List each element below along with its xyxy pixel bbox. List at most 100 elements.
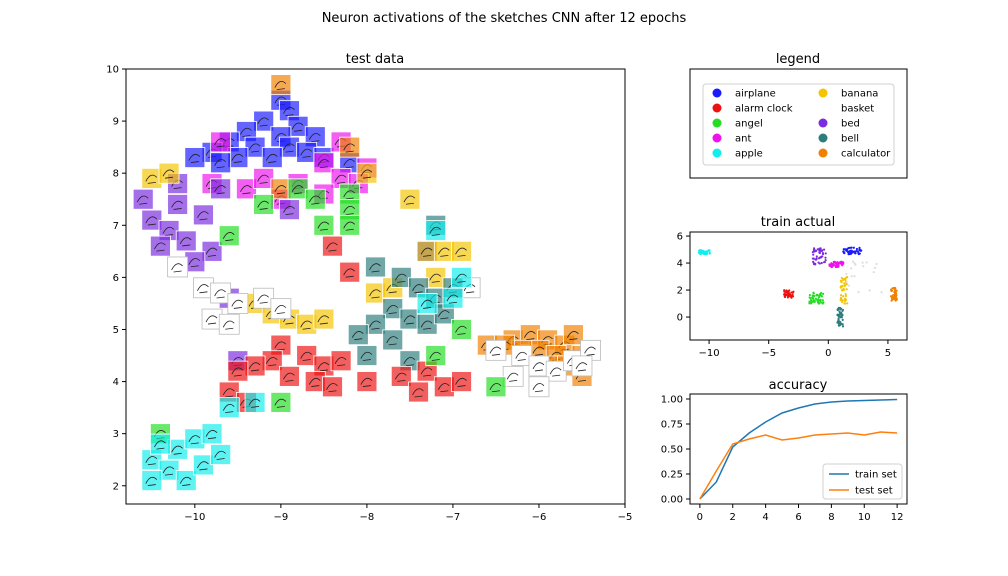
thumbnail-sketch — [343, 159, 355, 169]
accuracy-panel: accuracy 0 2 4 6 8 10 12 0.00 0.25 0.50 0.75 1.00 t… — [661, 378, 908, 523]
train-point-banana — [844, 298, 847, 301]
thumbnail-alarm-clock — [433, 376, 455, 398]
thumbnail-apple — [451, 266, 472, 288]
train-point-ant — [834, 262, 837, 265]
thumbnail-box — [141, 470, 163, 491]
thumbnail-box — [253, 168, 275, 189]
thumbnail-sketch — [308, 377, 321, 387]
thumbnail-bell — [399, 350, 421, 372]
legend-label-bed: bed — [841, 119, 860, 130]
thumbnail-angel — [218, 225, 240, 247]
thumbnail-sketch — [274, 341, 287, 351]
thumbnail-sketch — [343, 143, 355, 153]
thumbnail-sketch — [145, 216, 158, 226]
thumbnail-sketch — [437, 310, 450, 320]
thumbnail-sketch — [274, 304, 287, 315]
thumbnail-airplane — [279, 136, 300, 158]
thumbnail-sketch — [369, 320, 381, 330]
train-point-bell — [836, 320, 840, 323]
thumbnail-box — [382, 329, 404, 351]
thumbnail-apple — [158, 459, 180, 481]
train-point-bell — [837, 317, 840, 320]
train-point-bed — [820, 249, 823, 253]
train-actual-ytick-label: 0 — [677, 313, 683, 324]
thumbnail-sketch — [248, 362, 261, 372]
thumbnail-box — [227, 293, 249, 314]
thumbnail-alarm-clock — [322, 376, 343, 398]
train-point-airplane — [852, 246, 855, 249]
thumbnail-calculator — [562, 324, 584, 346]
test-data-title: test data — [346, 52, 404, 67]
thumbnail-sketch — [188, 258, 201, 268]
train-point-bed — [812, 262, 816, 265]
thumbnail-sketch — [231, 153, 244, 163]
train-point-basket — [850, 267, 853, 270]
figure-suptitle: Neuron activations of the sketches CNN a… — [322, 11, 687, 26]
accuracy-title: accuracy — [769, 378, 828, 393]
thumbnail-sketch — [222, 403, 235, 414]
thumbnail-sketch — [222, 320, 235, 330]
train-point-banana — [843, 288, 846, 291]
train-point-basket — [851, 260, 855, 263]
train-actual-xtick-label: 0 — [825, 348, 831, 359]
thumbnail-angel — [270, 392, 292, 413]
train-point-ant — [836, 265, 840, 268]
thumbnail-airplane — [261, 147, 283, 168]
thumbnail-box — [571, 355, 593, 377]
train-point-bed — [813, 248, 816, 251]
train-point-apple — [699, 251, 703, 254]
thumbnail-box — [150, 433, 171, 455]
train-actual-ytick-label: 2 — [677, 286, 683, 297]
test-data-ytick-label: 3 — [113, 429, 119, 440]
train-point-bed — [824, 259, 827, 262]
thumbnail-box — [253, 110, 275, 132]
thumbnail-box — [347, 324, 369, 346]
train-point-calculator — [894, 287, 897, 290]
thumbnail-box — [425, 345, 447, 366]
train-point-banana — [844, 292, 847, 296]
train-point-apple — [702, 249, 705, 252]
thumbnail-sketch — [222, 232, 235, 242]
thumbnail-airplane — [244, 136, 266, 158]
train-point-bed — [814, 258, 817, 261]
test-data-points — [132, 74, 601, 491]
thumbnail-sketch — [429, 351, 442, 361]
thumbnail-basket — [580, 339, 601, 361]
accuracy-ytick-label: 0.75 — [661, 420, 683, 431]
thumbnail-sketch — [446, 294, 459, 304]
thumbnail-sketch — [394, 372, 407, 382]
thumbnail-box — [416, 313, 438, 335]
train-point-bell — [841, 325, 845, 328]
thumbnail-box — [313, 214, 335, 236]
thumbnail-box — [158, 459, 180, 481]
thumbnail-box — [210, 178, 232, 200]
thumbnail-sketch — [386, 304, 398, 315]
thumbnail-box — [218, 225, 240, 247]
thumbnail-sketch — [162, 169, 175, 179]
train-point-airplane — [856, 250, 860, 253]
thumbnail-box — [425, 220, 447, 241]
train-point-apple — [703, 253, 707, 256]
train-point-airplane — [854, 252, 857, 255]
test-data-xtick-label: −10 — [184, 512, 205, 523]
thumbnail-box — [416, 293, 438, 314]
thumbnail-alarm-clock — [330, 350, 352, 372]
thumbnail-apple — [442, 287, 464, 309]
legend-marker-bell — [818, 133, 828, 143]
thumbnail-box — [270, 392, 292, 413]
test-data-ytick-label: 9 — [113, 117, 119, 128]
thumbnail-box — [193, 204, 214, 226]
thumbnail-box — [270, 74, 292, 96]
train-point-bell — [841, 309, 844, 313]
thumbnail-angel — [339, 214, 361, 236]
legend-marker-calculator — [818, 148, 828, 158]
thumbnail-box — [313, 308, 335, 330]
thumbnail-box — [150, 235, 171, 257]
train-point-calculator — [890, 288, 893, 291]
thumbnail-angel — [313, 214, 335, 236]
thumbnail-banana — [425, 266, 447, 288]
test-data-thumbnails — [132, 74, 601, 491]
thumbnail-sketch — [231, 299, 244, 309]
accuracy-ytick-label: 0.25 — [661, 470, 683, 481]
